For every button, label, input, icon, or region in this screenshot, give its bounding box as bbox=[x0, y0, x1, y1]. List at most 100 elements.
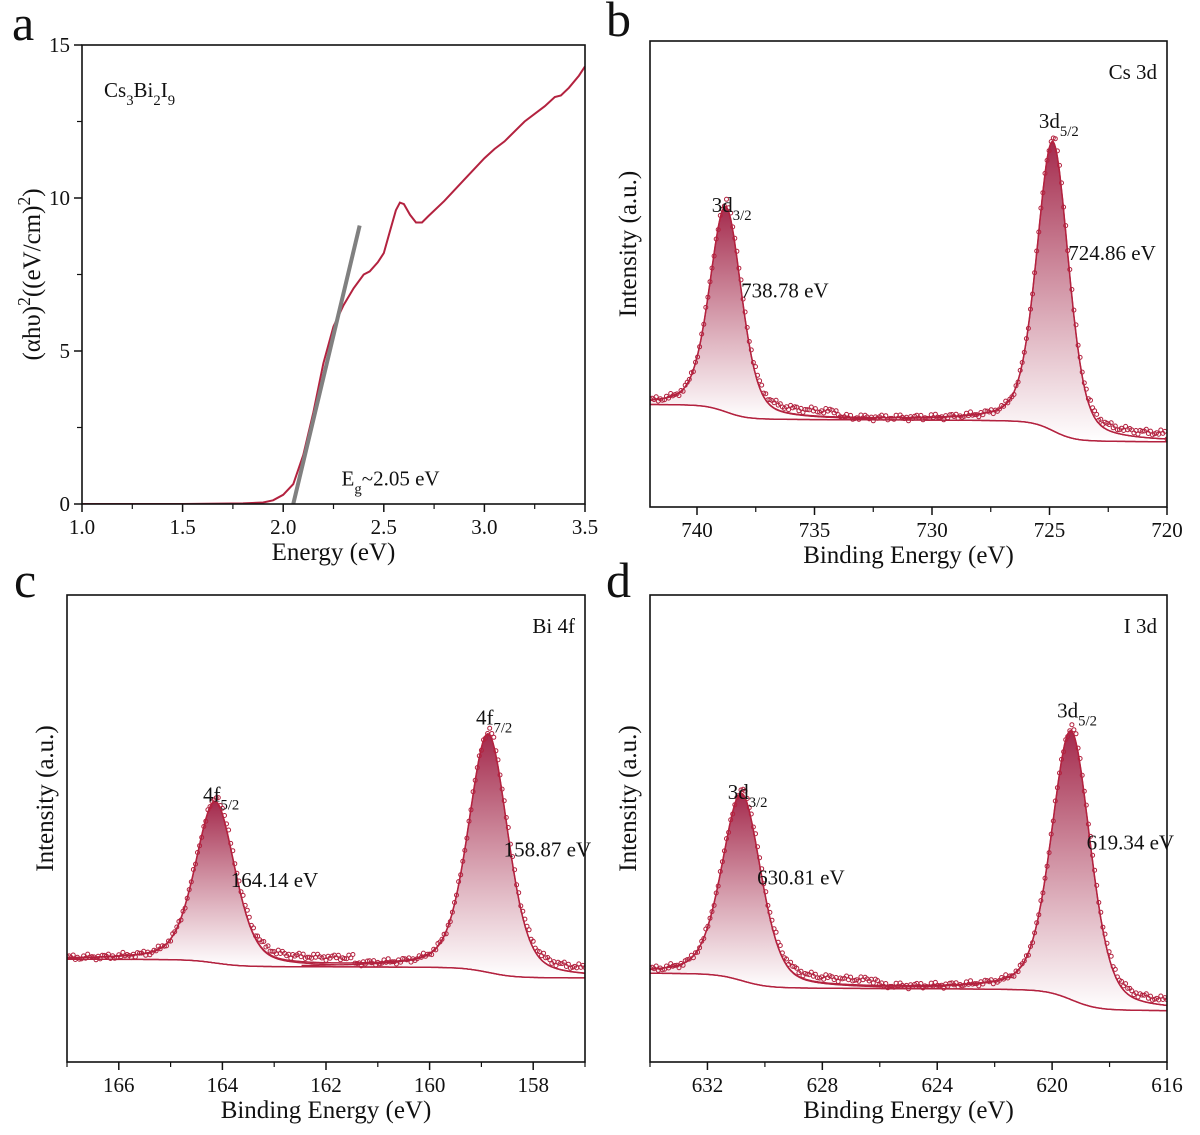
x-tick-label: 735 bbox=[799, 518, 831, 542]
data-point bbox=[1032, 930, 1038, 936]
data-point bbox=[650, 396, 653, 402]
data-point bbox=[711, 902, 717, 908]
data-point bbox=[1071, 307, 1077, 313]
data-point bbox=[1104, 940, 1110, 946]
data-point bbox=[755, 372, 760, 378]
data-point bbox=[1125, 985, 1131, 991]
y-tick-label: 10 bbox=[49, 186, 70, 210]
peak-label-part: 3d bbox=[1057, 698, 1079, 722]
background-line bbox=[650, 972, 1167, 1012]
data-point bbox=[759, 382, 765, 388]
data-point bbox=[346, 952, 352, 958]
data-point bbox=[1067, 267, 1073, 272]
data-point bbox=[1110, 964, 1116, 970]
y-tick-label: 5 bbox=[60, 339, 71, 363]
data-point bbox=[501, 798, 507, 804]
tangent-line bbox=[291, 225, 362, 504]
data-point bbox=[713, 890, 719, 896]
data-point bbox=[736, 265, 742, 271]
data-point bbox=[650, 965, 653, 971]
data-point bbox=[724, 836, 729, 842]
data-point bbox=[1092, 867, 1098, 873]
compound-label-part: 3 bbox=[126, 93, 133, 109]
data-point bbox=[470, 789, 476, 795]
peak-label-part: 3/2 bbox=[733, 208, 752, 224]
data-point bbox=[775, 402, 781, 408]
data-point bbox=[1040, 190, 1046, 196]
data-point bbox=[724, 196, 729, 202]
data-point bbox=[1023, 953, 1029, 959]
data-point bbox=[726, 205, 732, 211]
data-point bbox=[889, 415, 895, 421]
data-point bbox=[707, 915, 713, 921]
data-point bbox=[449, 909, 455, 915]
data-point bbox=[1036, 912, 1042, 918]
data-point bbox=[458, 872, 464, 878]
data-point bbox=[1048, 139, 1054, 145]
data-point bbox=[176, 919, 182, 924]
data-point bbox=[311, 951, 317, 957]
data-point bbox=[205, 807, 211, 813]
data-point bbox=[771, 926, 777, 932]
data-point bbox=[703, 926, 709, 932]
data-point bbox=[693, 950, 698, 956]
data-point bbox=[1083, 802, 1089, 808]
data-point bbox=[481, 737, 486, 743]
data-point bbox=[1038, 205, 1044, 211]
data-point bbox=[695, 354, 701, 360]
data-point bbox=[1098, 909, 1104, 915]
data-point bbox=[815, 975, 820, 981]
peak-label-part: 3/2 bbox=[749, 795, 768, 811]
data-point bbox=[1007, 396, 1013, 402]
data-point bbox=[1003, 398, 1009, 404]
x-tick-label: 624 bbox=[921, 1073, 953, 1097]
peak-label-part: 3d bbox=[712, 193, 734, 217]
data-point bbox=[120, 949, 126, 955]
data-point bbox=[155, 943, 161, 949]
data-point bbox=[740, 296, 746, 302]
data-point bbox=[224, 821, 229, 827]
data-point bbox=[447, 919, 453, 925]
data-point bbox=[858, 412, 864, 418]
data-point bbox=[389, 959, 395, 965]
data-point bbox=[1061, 204, 1067, 210]
data-point bbox=[1071, 727, 1077, 733]
data-point bbox=[396, 957, 401, 963]
data-point bbox=[885, 985, 891, 991]
data-point bbox=[476, 753, 482, 759]
data-point bbox=[246, 914, 252, 920]
data-point bbox=[990, 411, 996, 417]
data-point bbox=[972, 412, 978, 418]
data-point bbox=[195, 850, 200, 855]
data-point bbox=[817, 409, 823, 415]
data-point bbox=[67, 954, 70, 960]
panel-letter: a bbox=[12, 0, 34, 51]
data-point bbox=[1063, 223, 1069, 229]
data-point bbox=[503, 815, 509, 820]
data-point bbox=[1116, 427, 1122, 433]
data-point bbox=[244, 907, 250, 913]
data-point bbox=[85, 951, 91, 957]
y-axis-title: Intensity (a.u.) bbox=[615, 725, 642, 871]
data-point bbox=[72, 957, 78, 962]
data-point bbox=[790, 963, 796, 969]
data-point bbox=[1127, 985, 1133, 991]
data-point bbox=[765, 903, 771, 908]
data-point bbox=[1135, 994, 1141, 1000]
data-point bbox=[487, 725, 493, 731]
data-point bbox=[215, 795, 221, 801]
data-point bbox=[730, 224, 736, 230]
data-point bbox=[686, 956, 692, 962]
data-point bbox=[166, 938, 171, 944]
data-point bbox=[893, 980, 899, 986]
panel-letter: d bbox=[606, 552, 631, 608]
peak-label-part: 4f bbox=[476, 705, 494, 729]
data-point bbox=[1106, 949, 1112, 955]
data-point bbox=[717, 869, 723, 874]
data-point bbox=[1023, 336, 1029, 342]
data-point bbox=[800, 409, 806, 415]
data-point bbox=[711, 253, 717, 259]
data-point bbox=[750, 824, 756, 830]
data-point bbox=[655, 967, 661, 973]
